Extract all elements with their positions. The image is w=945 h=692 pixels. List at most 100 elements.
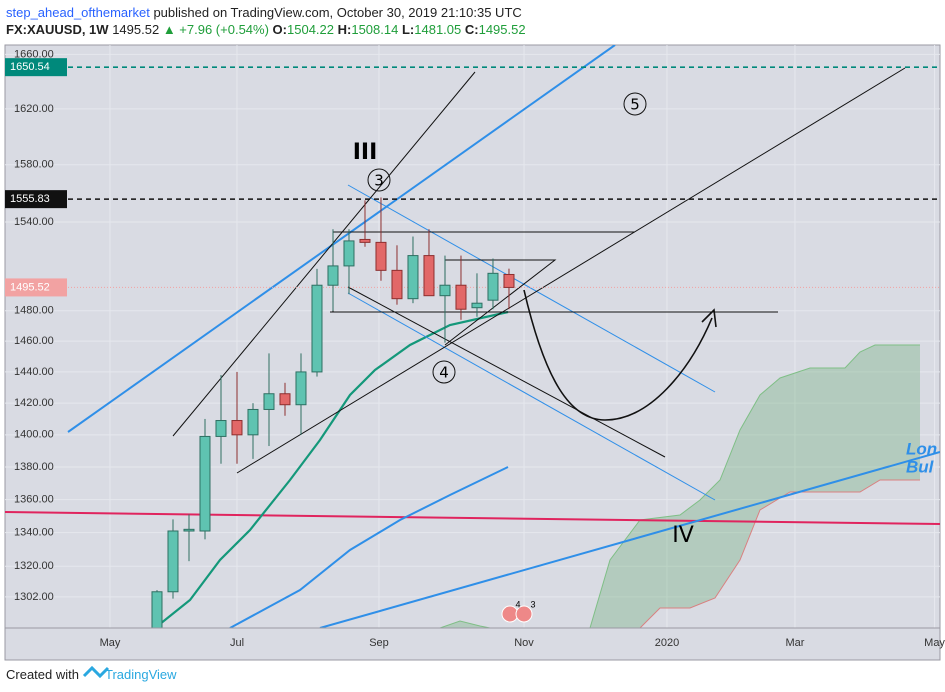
- x-tick-label: May: [924, 637, 945, 649]
- level-box: [5, 190, 67, 209]
- event-count: 4: [515, 599, 520, 609]
- y-tick-label: 1360.00: [14, 493, 54, 505]
- price-box: [5, 278, 67, 297]
- y-tick-label: 1620.00: [14, 103, 54, 115]
- candle-body: [311, 284, 323, 373]
- candle-body: [503, 273, 515, 288]
- y-tick-label: 1580.00: [14, 159, 54, 171]
- candle-body: [439, 284, 451, 297]
- x-tick-label: 2020: [655, 637, 679, 649]
- trend-line: [172, 71, 476, 437]
- wave-label: 5: [630, 96, 640, 114]
- level-label: 1555.83: [10, 193, 50, 205]
- forecast-arrow: [523, 289, 713, 421]
- symbol: FX:XAUUSD, 1W: [6, 22, 109, 37]
- ohlc-value: 1481.05: [414, 22, 462, 37]
- note: Lon: [906, 439, 937, 458]
- header-line: FX:XAUUSD, 1W 1495.52 ▲ +7.96 (+0.54%) O…: [6, 22, 526, 37]
- drawings: [5, 45, 940, 628]
- trend-line: [319, 451, 940, 628]
- trend-line: [236, 67, 906, 474]
- candle-body: [151, 591, 163, 628]
- trend-line: [5, 511, 940, 525]
- ohlc-label: C:: [464, 22, 479, 37]
- change-value: +7.96 (+0.54%): [179, 22, 269, 37]
- x-tick-label: May: [100, 637, 121, 649]
- candle-body: [167, 530, 179, 593]
- wave-circle: [623, 92, 647, 116]
- candle-body: [295, 371, 307, 406]
- y-tick-label: 1660.00: [14, 48, 54, 60]
- last-price: 1495.52: [112, 22, 160, 37]
- y-tick-label: 1440.00: [14, 366, 54, 378]
- candle-body: [327, 265, 339, 286]
- cloud-edge: [589, 344, 920, 628]
- candle-body: [199, 435, 211, 532]
- wave-circle: [367, 168, 391, 192]
- event-icon: [515, 605, 533, 623]
- ohlc-value: 1504.22: [287, 22, 334, 37]
- ohlc-label: L:: [401, 22, 415, 37]
- y-tick-label: 1460.00: [14, 335, 54, 347]
- x-tick-label: Jul: [230, 637, 244, 649]
- candle-body: [487, 272, 499, 301]
- y-tick-label: 1340.00: [14, 527, 54, 539]
- wave-label: 4: [439, 364, 449, 382]
- x-tick-label: Nov: [514, 637, 534, 649]
- wave-label: IV: [672, 523, 694, 548]
- logo: [82, 665, 110, 679]
- candle-body: [423, 255, 435, 297]
- y-tick-label: 1420.00: [14, 397, 54, 409]
- author[interactable]: step_ahead_ofthemarket: [6, 5, 150, 20]
- y-tick-label: 1302.00: [14, 591, 54, 603]
- note: Bul: [906, 457, 935, 476]
- candle-body: [231, 420, 243, 436]
- wave-label: 3: [374, 172, 384, 190]
- x-tick-label: Mar: [785, 637, 804, 649]
- candle-body: [375, 241, 387, 271]
- level-box: [5, 58, 67, 77]
- candle-body: [263, 393, 275, 410]
- wave-circle: [432, 360, 456, 384]
- candle-body: [455, 284, 467, 310]
- candle-body: [183, 528, 195, 532]
- footer: Created with TradingView: [6, 667, 177, 682]
- trend-line: [347, 286, 666, 458]
- cloud-edge: [639, 479, 920, 628]
- events: 4 3: [501, 599, 536, 623]
- cloud: [590, 345, 920, 628]
- level-label: 1650.54: [10, 61, 50, 73]
- cloud: [439, 620, 491, 628]
- candle-body: [343, 240, 355, 267]
- footer-text: Created with: [6, 667, 79, 682]
- y-tick-label: 1380.00: [14, 461, 54, 473]
- x-tick-label: Sep: [369, 637, 389, 649]
- channel-line: [347, 292, 716, 501]
- price-label: 1495.52: [10, 281, 50, 293]
- brand: TradingView: [104, 667, 177, 682]
- ohlc-label: O:: [272, 22, 287, 37]
- candle-body: [247, 408, 259, 436]
- annotations: III 3 4 5 IV Lon Bul: [353, 96, 937, 549]
- y-tick-label: 1480.00: [14, 305, 54, 317]
- candle-body: [471, 302, 483, 309]
- candle-body: [279, 393, 291, 406]
- plot-background: [4, 44, 941, 661]
- candle-body: [215, 420, 227, 437]
- moving-average: [229, 466, 509, 628]
- event-count: 3: [530, 599, 535, 609]
- y-tick-label: 1320.00: [14, 560, 54, 572]
- header-line: step_ahead_ofthemarket published on Trad…: [6, 5, 522, 20]
- candle-body: [407, 255, 419, 300]
- arrow-head: [701, 308, 717, 328]
- ohlc-value: 1508.14: [351, 22, 399, 37]
- candle-body: [359, 238, 371, 243]
- trend-line: [67, 45, 616, 433]
- change: ▲ +7.96 (+0.54%): [162, 22, 269, 37]
- y-tick-label: 1540.00: [14, 216, 54, 228]
- moving-average: [154, 310, 509, 628]
- ohlc-value: 1495.52: [478, 22, 526, 37]
- published: published on TradingView.com, October 30…: [153, 5, 522, 20]
